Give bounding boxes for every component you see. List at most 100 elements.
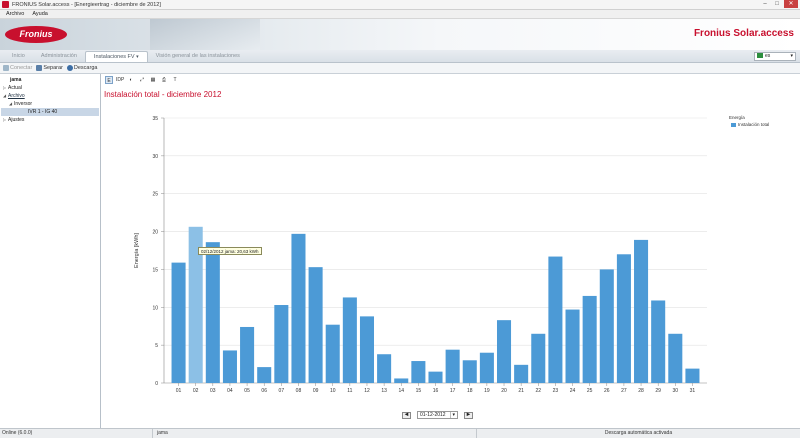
bar	[188, 226, 203, 383]
tree-item-actual[interactable]: ▷ Actual	[0, 84, 100, 92]
next-month-button[interactable]: ►	[464, 411, 473, 419]
date-select[interactable]: 01-12-2012 ▾	[417, 411, 458, 419]
x-tick-label: 21	[518, 388, 524, 394]
bar	[531, 333, 546, 383]
bar	[428, 371, 443, 383]
bar	[496, 320, 512, 383]
app-icon	[2, 1, 9, 8]
expand-icon[interactable]: ⤢	[139, 77, 144, 83]
bar	[634, 239, 649, 383]
bar	[291, 233, 306, 383]
status-bar: Online (6.0.0) jama Descarga automática …	[0, 428, 800, 438]
x-tick-label: 13	[381, 388, 387, 394]
bar	[359, 316, 375, 383]
bar	[616, 254, 631, 383]
energy-view-button[interactable]: E	[105, 76, 113, 84]
tree-item-inversor[interactable]: ◢ Inversor	[0, 100, 100, 108]
toolbar: Conectar Separar Descarga	[0, 63, 800, 74]
bar	[257, 367, 272, 383]
bar	[565, 309, 580, 383]
x-tick-label: 31	[690, 388, 696, 394]
expand-icon[interactable]: ▷	[3, 85, 7, 90]
chart-title: Instalación total - diciembre 2012	[104, 90, 222, 99]
download-button[interactable]: Descarga	[66, 65, 98, 71]
tree-item-archivo[interactable]: ◢ Archivo	[0, 92, 100, 100]
y-tick-label: 30	[152, 154, 158, 160]
collapse-icon[interactable]: ◢	[9, 101, 13, 106]
sidebar-tree: jama ▷ Actual ◢ Archivo ◢ Inversor IVR 1 - …	[0, 74, 101, 428]
bar	[240, 326, 255, 383]
tree-item-label: Inversor	[14, 101, 33, 107]
text-icon[interactable]: T	[173, 77, 177, 83]
y-tick-label: 0	[155, 381, 158, 387]
close-button[interactable]: ✕	[784, 0, 798, 8]
disconnect-icon	[36, 65, 43, 71]
expand-icon[interactable]: ▷	[3, 117, 7, 122]
x-tick-label: 02	[193, 388, 199, 394]
menu-bar: Archivo Ayuda	[0, 10, 800, 19]
separate-button[interactable]: Separar	[36, 65, 63, 71]
x-tick-label: 04	[227, 388, 233, 394]
chevron-down-icon: ▾	[450, 412, 455, 418]
tab-vision-general[interactable]: Visión general de las instalaciones	[155, 53, 240, 59]
print-icon[interactable]: ⎙	[161, 77, 166, 83]
bar	[685, 368, 700, 383]
tab-instalaciones-fv[interactable]: Instalaciones FV ▾	[84, 51, 148, 62]
bar	[222, 350, 237, 383]
bar	[582, 295, 597, 383]
tree-item-ivr[interactable]: IVR 1 - IG 40	[1, 108, 99, 116]
language-select[interactable]: es ▾	[754, 52, 796, 61]
y-tick-label: 10	[152, 305, 158, 311]
x-tick-label: 20	[501, 388, 507, 394]
menu-archivo[interactable]: Archivo	[6, 11, 25, 17]
x-tick-label: 05	[244, 388, 250, 394]
x-tick-label: 15	[416, 388, 422, 394]
minimize-button[interactable]: –	[763, 1, 767, 7]
idp-view-button[interactable]: IDP	[116, 77, 125, 83]
y-tick-label: 5	[155, 343, 158, 349]
y-tick-label: 35	[152, 116, 158, 122]
x-tick-label: 28	[638, 388, 644, 394]
bar-tooltip: 02/12/2012 jama: 20,63 kWh	[198, 247, 262, 255]
bar	[548, 256, 563, 383]
x-tick-label: 24	[570, 388, 576, 394]
bar	[308, 267, 323, 383]
maximize-button[interactable]: □	[775, 1, 779, 7]
language-value: es	[765, 53, 771, 59]
table-icon[interactable]: ▦	[150, 77, 156, 83]
connect-icon	[3, 65, 9, 71]
bar	[377, 354, 392, 383]
pie-icon[interactable]: ◐	[129, 77, 133, 83]
bar	[599, 269, 614, 383]
menu-ayuda[interactable]: Ayuda	[32, 11, 48, 17]
x-tick-label: 03	[210, 388, 216, 394]
fronius-logo: Fronius	[5, 26, 67, 43]
tab-instalaciones-fv-label: Instalaciones FV	[93, 54, 135, 60]
tree-root[interactable]: jama	[10, 77, 22, 83]
chevron-down-icon: ▾	[790, 53, 793, 59]
download-icon	[66, 65, 73, 71]
bar	[668, 333, 683, 383]
x-tick-label: 11	[347, 388, 352, 394]
prev-month-button[interactable]: ◄	[402, 411, 411, 419]
tab-inicio[interactable]: Inicio	[12, 53, 25, 59]
tab-administracion[interactable]: Administración	[40, 53, 77, 59]
download-label: Descarga	[73, 65, 98, 71]
brand-title: Fronius Solar.access	[693, 28, 794, 39]
x-tick-label: 18	[467, 388, 473, 394]
bar	[274, 305, 289, 383]
tree-item-ajustes[interactable]: ▷ Ajustes	[0, 116, 100, 124]
connect-button[interactable]: Conectar	[3, 65, 32, 71]
x-tick-label: 22	[535, 388, 541, 394]
bar	[651, 300, 666, 383]
bar	[171, 262, 186, 383]
banner-image	[150, 19, 260, 50]
status-connection: Online (6.0.0)	[2, 430, 33, 436]
legend-entry: Instalación total	[729, 122, 769, 127]
tree-item-label: Actual	[8, 85, 22, 91]
bar	[462, 360, 477, 383]
window-controls: – □ ✕	[760, 0, 798, 8]
collapse-icon[interactable]: ◢	[3, 93, 7, 98]
x-tick-label: 23	[553, 388, 559, 394]
window-title: FRONIUS Solar.access - [Energieertrag - …	[12, 1, 161, 8]
